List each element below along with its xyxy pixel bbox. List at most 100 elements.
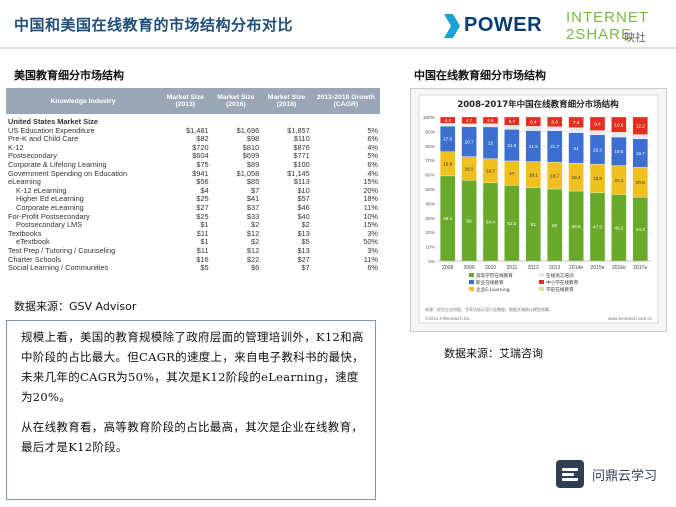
cell-2016: $41: [246, 194, 260, 204]
chart-copyright: ©2014.3 iResearch Inc.: [425, 316, 471, 321]
summary-box: 规模上看，美国的教育规模除了政府层面的管理培训外，K12和高中阶段的占比最大。但…: [6, 320, 376, 500]
cell-2018: $13: [297, 245, 310, 255]
cell-industry: Charter Schools: [8, 254, 61, 264]
power-logo: POWER: [444, 12, 542, 42]
cell-industry: Postsecondary: [8, 151, 57, 161]
legend-swatch: [539, 273, 544, 277]
cell-industry: Government Spending on Education: [8, 168, 128, 178]
us-market-table: Knowledge Industry Market Size (2013) Ma…: [6, 88, 380, 273]
cell-2013: $11: [196, 245, 209, 255]
cloud-learning-icon: [556, 460, 584, 488]
bar-data-label: 51: [531, 222, 537, 227]
cell-industry: Corporate & Lifelong Learning: [8, 159, 107, 169]
bar-data-label: 20.8: [636, 180, 645, 185]
y-tick-label: 100%: [423, 115, 436, 121]
cell-2013: $75: [196, 159, 209, 169]
chart-title: 2008-2017年中国在线教育细分市场结构: [457, 99, 619, 110]
cell-cagr: 4%: [367, 168, 378, 178]
cell-2018: $1,145: [287, 168, 310, 178]
cell-industry: K-12 eLearning: [16, 185, 67, 195]
cell-industry: Pre-K and Child Care: [8, 134, 79, 144]
cell-2016: $810: [242, 142, 260, 152]
cell-2016: $6: [250, 263, 260, 273]
bar-data-label: 18.7: [550, 173, 559, 178]
summary-paragraph-1: 规模上看，美国的教育规模除了政府层面的管理培训外，K12和高中阶段的占比最大。但…: [21, 330, 364, 404]
cell-2013: $16: [196, 254, 209, 264]
y-tick-label: 50%: [425, 187, 435, 193]
bar-segment: [589, 116, 606, 131]
y-tick-label: 60%: [425, 173, 435, 179]
table-row: Test Prep / Tutoring / Counseling $11 $12 $…: [6, 245, 380, 256]
cell-cagr: 18%: [363, 194, 378, 204]
x-tick-label: 2010: [485, 265, 496, 271]
x-tick-label: 2012: [528, 265, 539, 271]
table-row: Postsecondary LMS $1 $2 $2 15%: [6, 221, 380, 230]
cell-2013: $941: [192, 168, 209, 178]
table-row: Higher Ed eLearning $25 $41 $57 18%: [6, 195, 380, 204]
cell-2013: $82: [196, 134, 209, 144]
chart-website: www.iresearch.com.cn: [608, 316, 652, 321]
cell-2018: $46: [297, 202, 310, 212]
bar-data-label: 16.7: [486, 168, 495, 173]
page-title: 中国和美国在线教育的市场结构分布对比: [14, 16, 294, 34]
table-row: Postsecondary $604 $699 $771 5%: [6, 152, 380, 161]
bar-data-label: 59.1: [443, 216, 452, 221]
cell-cagr: 11%: [363, 202, 378, 212]
x-tick-label: 2015e: [591, 265, 605, 271]
bar-data-label: 19.8: [593, 176, 602, 181]
cell-2018: $7: [301, 263, 310, 273]
logo-line-1: INTERNET: [566, 9, 649, 26]
cell-2018: $5: [301, 237, 310, 247]
bar-segment: [482, 116, 499, 124]
bar-segment: [611, 132, 627, 138]
cell-cagr: 11%: [363, 254, 378, 264]
cell-2013: $1,481: [185, 125, 209, 135]
cell-industry: eTextbook: [16, 237, 50, 247]
y-tick-label: 30%: [425, 216, 435, 222]
bar-data-label: 18.1: [529, 172, 538, 177]
cell-2016: $7: [250, 185, 260, 195]
summary-paragraph-2: 从在线教育看，高等教育阶段的占比最高，其次是企业在线教育，最后才是K12阶段。: [21, 420, 364, 454]
bar-data-label: 17.8: [443, 137, 452, 142]
logo-line-2: 2SHARE: [566, 26, 633, 43]
legend-label: 职业在线教育: [476, 279, 504, 286]
bar-data-label: 4.4: [445, 118, 452, 123]
cell-2018: $57: [297, 194, 310, 204]
bar-segment: [525, 126, 541, 131]
cell-2018: $2: [301, 220, 310, 230]
bar-data-label: 9.4: [594, 122, 601, 127]
bar-segment: [461, 116, 477, 124]
bar-segment: [568, 116, 584, 128]
y-tick-label: 20%: [425, 230, 435, 236]
x-tick-label: 2014e: [569, 265, 583, 271]
legend-swatch: [469, 280, 474, 284]
cell-cagr: [312, 114, 380, 127]
table-header-row: Knowledge Industry Market Size (2013) Ma…: [6, 88, 380, 114]
bar-data-label: 7.4: [573, 120, 580, 125]
cell-industry: For-Profit Postsecondary: [8, 211, 90, 221]
table-row: Corporate & Lifelong Learning $75 $89 $100 6…: [6, 159, 380, 170]
bar-data-label: 12.2: [636, 124, 645, 129]
cell-cagr: 3%: [367, 245, 378, 255]
logo-cn: 映社: [624, 31, 646, 44]
cell-2013: $4: [200, 185, 209, 195]
bar-data-label: 21.5: [529, 144, 538, 149]
cell-2018: $100: [293, 159, 310, 169]
bar-data-label: 22: [488, 141, 494, 146]
table-row: Government Spending on Education $941 $1,0…: [6, 168, 380, 179]
internet2share-logo: INTERNET 2SHARE 映社: [566, 9, 666, 45]
legend-label: 在线语言培训: [546, 272, 574, 279]
cell-cagr: 5%: [367, 125, 378, 135]
cell-2018: $10: [297, 185, 310, 195]
cell-2016: [211, 114, 262, 127]
col-header-industry: Knowledge Industry: [6, 88, 160, 114]
bar-data-label: 16.5: [465, 166, 474, 171]
cell-2018: $876: [293, 142, 310, 152]
cell-2016: $37: [246, 202, 260, 212]
cell-2016: $98: [246, 134, 260, 144]
table-row: Pre-K and Child Care $82 $98 $110 6%: [6, 135, 380, 144]
bar-data-label: 46.2: [614, 226, 623, 231]
bar-data-label: 47.5: [593, 225, 602, 230]
y-tick-label: 0%: [428, 259, 436, 265]
cell-2016: $12: [246, 245, 260, 255]
